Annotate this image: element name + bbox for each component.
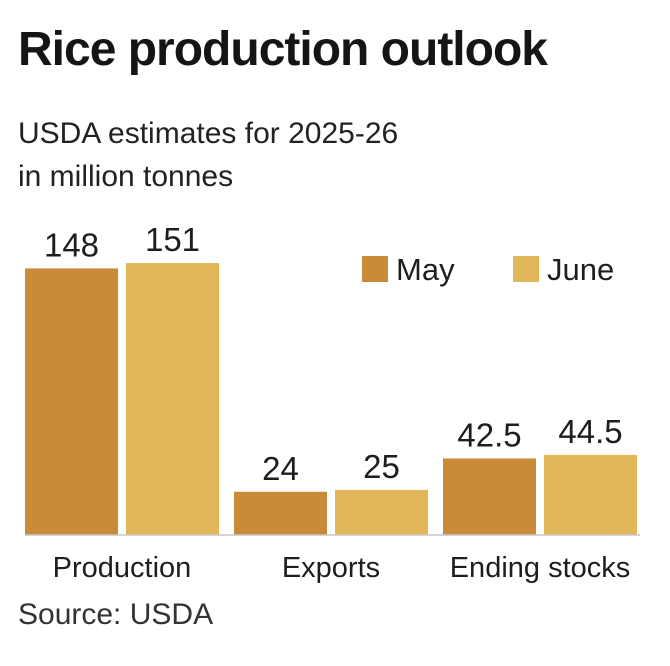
data-label: 25: [363, 448, 400, 485]
data-label: 44.5: [558, 413, 622, 450]
legend-swatch-may: [362, 256, 388, 282]
source-note: Source: USDA: [18, 598, 214, 631]
subtitle-line-2: in million tonnes: [18, 160, 234, 193]
data-label: 42.5: [457, 416, 521, 453]
data-label: 24: [262, 450, 299, 487]
bar-production-may: [25, 268, 118, 535]
bar-ending-stocks-june: [544, 454, 637, 535]
category-label: Production: [53, 552, 192, 584]
legend-label-may: May: [396, 252, 455, 287]
category-label: Ending stocks: [450, 552, 631, 584]
data-label: 151: [145, 221, 200, 258]
bar-exports-june: [335, 489, 428, 535]
legend-label-june: June: [547, 252, 614, 287]
subtitle-line-1: USDA estimates for 2025-26: [18, 117, 399, 150]
bar-exports-may: [234, 491, 327, 535]
bar-production-june: [126, 263, 219, 535]
chart-subtitle: USDA estimates for 2025-26 in million to…: [18, 112, 398, 198]
legend-swatch-june: [513, 256, 539, 282]
bar-ending-stocks-may: [443, 458, 536, 535]
chart-title: Rice production outlook: [18, 23, 548, 76]
data-label: 148: [44, 226, 99, 263]
category-label: Exports: [282, 552, 380, 584]
